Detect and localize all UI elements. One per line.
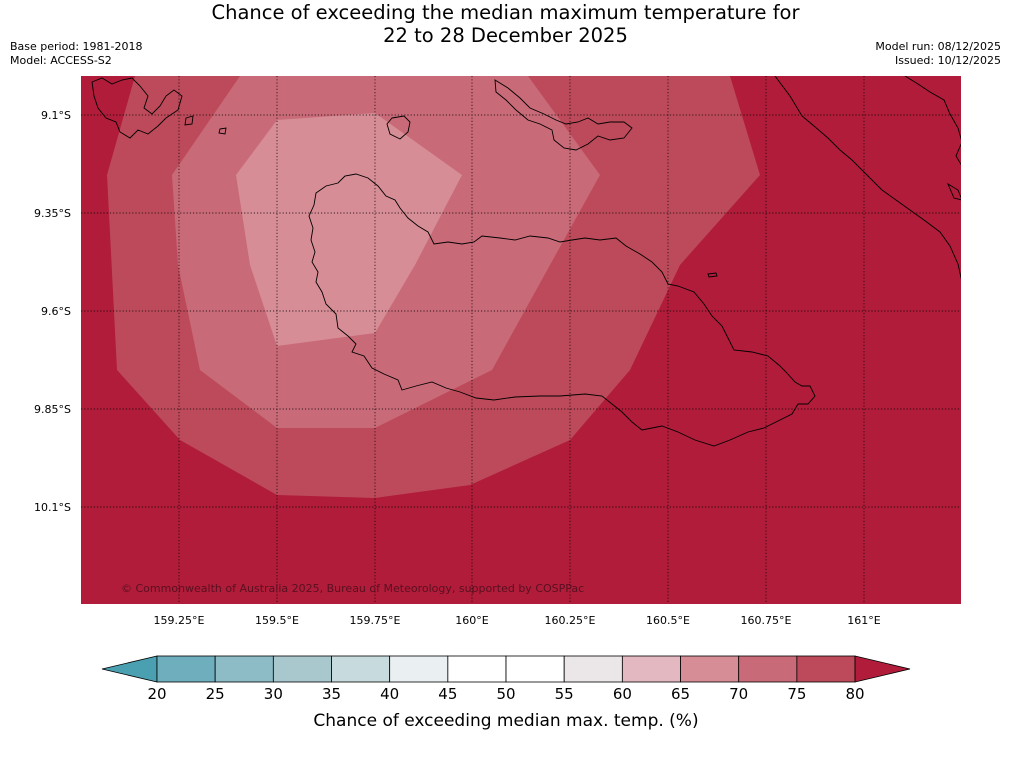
guadalcanal-coastline (308, 173, 816, 447)
colorbar-extend-high (854, 655, 911, 683)
colorbar-segment (738, 655, 798, 683)
colorbar-tick-label: 55 (555, 685, 574, 703)
colorbar-title: Chance of exceeding median max. temp. (%… (313, 711, 698, 731)
colorbar-tick-label: 70 (729, 685, 748, 703)
lon-label: 160.75°E (741, 614, 792, 627)
colorbar-tick-label: 45 (438, 685, 457, 703)
probability-field (81, 76, 961, 604)
colorbar-segments (101, 655, 911, 683)
latitude-labels: 9.1°S 9.35°S 9.6°S 9.85°S 10.1°S (34, 109, 71, 514)
lon-label: 160.25°E (545, 614, 596, 627)
model-text: Model: ACCESS-S2 (10, 54, 112, 67)
colorbar-segment (796, 655, 856, 683)
colorbar-segment (389, 655, 449, 683)
lat-label: 9.6°S (41, 305, 71, 318)
model-run-text: Model run: 08/12/2025 (875, 40, 1001, 53)
lat-label: 9.1°S (41, 109, 71, 122)
colorbar-tick-label: 25 (206, 685, 225, 703)
colorbar-segment (621, 655, 681, 683)
lat-label: 9.35°S (34, 207, 71, 220)
colorbar-segment (214, 655, 274, 683)
malaita-coastline (774, 76, 961, 280)
malaita-north (904, 76, 961, 166)
page-title: Chance of exceeding the median maximum t… (0, 1, 1011, 47)
colorbar-segment (447, 655, 507, 683)
russell-islands (91, 77, 183, 139)
band-65-70 (236, 113, 462, 346)
lat-label: 9.85°S (34, 403, 71, 416)
coastlines (91, 76, 961, 447)
russell-islet-1 (184, 115, 194, 126)
small-islet (707, 272, 718, 278)
lon-label: 159.5°E (255, 614, 299, 627)
russell-islet-2 (218, 127, 227, 135)
title-line-2: 22 to 28 December 2025 (383, 24, 628, 47)
colorbar: 20 25 30 35 40 45 50 55 60 65 70 75 80 Chance of exc… (101, 655, 911, 731)
graticule (81, 76, 961, 604)
colorbar-tick-label: 75 (787, 685, 806, 703)
run-info-right: Model run: 08/12/2025 Issued: 10/12/2025 (875, 40, 1001, 68)
colorbar-tick-label: 65 (671, 685, 690, 703)
malaita-islet (947, 182, 961, 201)
lon-label: 159.25°E (154, 614, 205, 627)
colorbar-extend-low (101, 655, 158, 683)
longitude-labels: 159.25°E 159.5°E 159.75°E 160°E 160.25°E… (154, 614, 881, 627)
title-line-1: Chance of exceeding the median maximum t… (211, 1, 800, 24)
savo-island (386, 115, 411, 140)
lon-label: 160.5°E (646, 614, 690, 627)
colorbar-ticks: 20 25 30 35 40 45 50 55 60 65 70 75 80 (147, 685, 864, 703)
colorbar-segment (331, 655, 391, 683)
colorbar-tick-label: 35 (322, 685, 341, 703)
colorbar-tick-label: 30 (264, 685, 283, 703)
colorbar-tick-label: 50 (496, 685, 515, 703)
colorbar-tick-label: 20 (147, 685, 166, 703)
issued-text: Issued: 10/12/2025 (894, 54, 1001, 67)
lat-label: 10.1°S (34, 501, 71, 514)
lon-label: 161°E (847, 614, 880, 627)
run-info-left: Base period: 1981-2018 Model: ACCESS-S2 (10, 40, 142, 68)
colorbar-segment (156, 655, 216, 683)
colorbar-segment (272, 655, 332, 683)
lon-label: 160°E (455, 614, 488, 627)
colorbar-segment (563, 655, 623, 683)
colorbar-tick-label: 40 (380, 685, 399, 703)
colorbar-tick-label: 80 (845, 685, 864, 703)
base-period-text: Base period: 1981-2018 (10, 40, 143, 53)
colorbar-segment (680, 655, 740, 683)
florida-islands (494, 79, 633, 151)
lon-label: 159.75°E (350, 614, 401, 627)
copyright-notice: © Commonwealth of Australia 2025, Bureau… (121, 582, 584, 595)
colorbar-tick-label: 60 (613, 685, 632, 703)
colorbar-segment (505, 655, 565, 683)
